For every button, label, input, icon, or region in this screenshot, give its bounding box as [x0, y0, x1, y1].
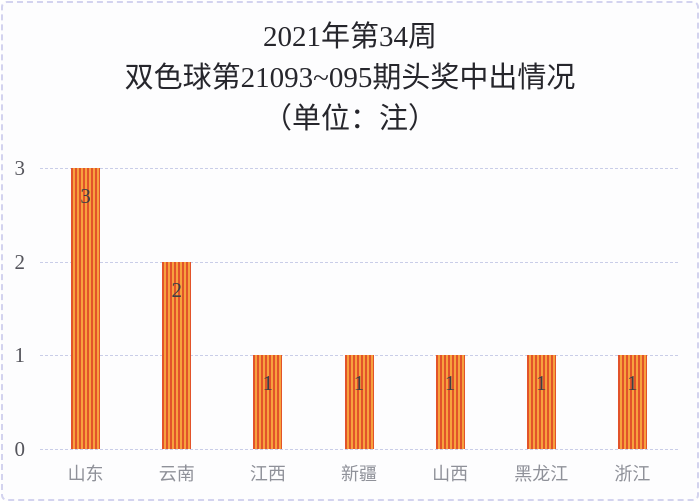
bar-value-label: 3	[80, 184, 91, 208]
category-label-山东: 山东	[67, 464, 104, 484]
bar-value-label: 1	[627, 371, 638, 396]
bar-黑龙江: 1	[526, 355, 556, 449]
bar-新疆: 1	[344, 355, 374, 449]
chart-title: 2021年第34周 双色球第21093~095期头奖中出情况 （单位：注）	[3, 17, 697, 140]
category-label-黑龙江: 黑龙江	[514, 464, 569, 484]
bar-value-label: 1	[536, 371, 547, 396]
category-label-山西: 山西	[432, 464, 469, 484]
y-tick-label-0: 0	[14, 437, 26, 461]
category-label-新疆: 新疆	[341, 464, 377, 484]
y-tick-label-2: 2	[14, 249, 26, 274]
bar-云南: 2	[162, 261, 192, 449]
chart-title-line2: 双色球第21093~095期头奖中出情况	[124, 62, 576, 94]
bar-江西: 1	[253, 355, 283, 449]
y-tick-label-3: 3	[14, 156, 26, 180]
bar-山西: 1	[435, 355, 465, 449]
gridline-y2	[40, 261, 678, 263]
bar-value-label: 1	[444, 371, 456, 396]
category-label-江西: 江西	[249, 464, 286, 484]
bar-value-label: 1	[353, 371, 365, 396]
y-tick-label-1: 1	[14, 343, 26, 368]
bar-value-label: 1	[262, 371, 274, 396]
bar-浙江: 1	[617, 355, 647, 449]
chart-title-line1: 2021年第34周	[262, 21, 437, 53]
chart-title-line3: （单位：注）	[262, 103, 437, 135]
plot-area: 3 2 1 1 1 1 1	[40, 168, 678, 450]
category-label-浙江: 浙江	[614, 464, 651, 484]
gridline-y0	[40, 449, 678, 450]
gridline-y3	[40, 168, 678, 169]
bar-山东: 3	[71, 168, 101, 449]
bar-value-label: 2	[171, 277, 182, 302]
category-label-云南: 云南	[158, 464, 195, 484]
